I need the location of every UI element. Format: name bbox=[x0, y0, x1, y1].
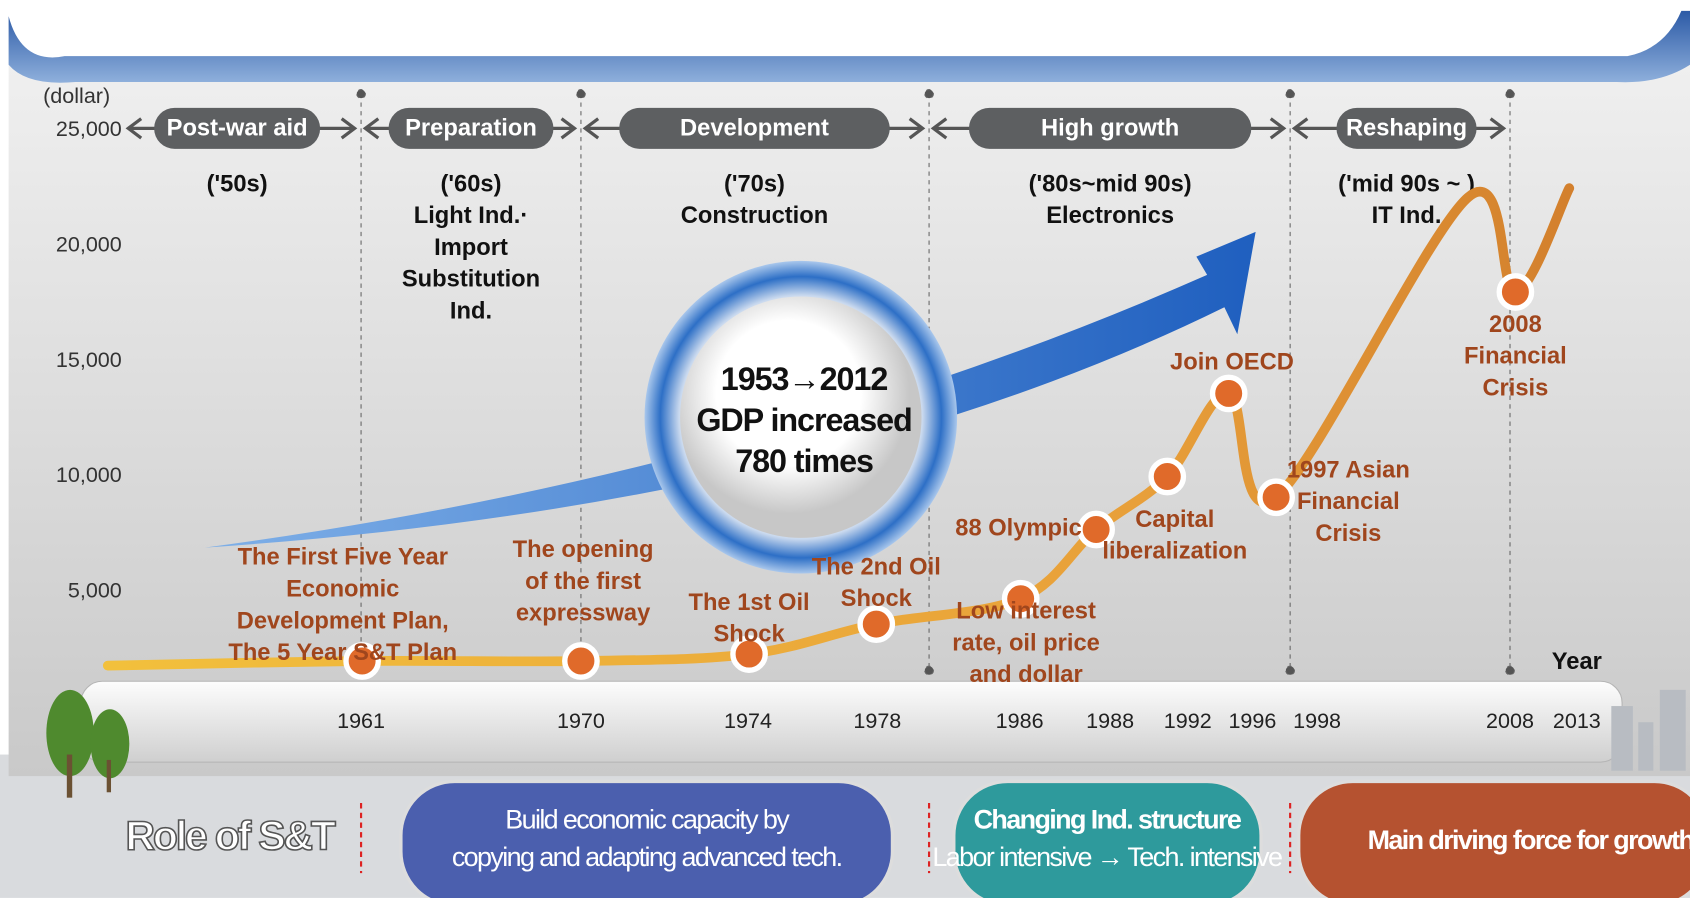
x-tick-label: 1992 bbox=[1164, 708, 1212, 733]
highlight-text: GDP increased bbox=[696, 402, 911, 438]
annotation: Join OECD bbox=[1170, 350, 1294, 376]
era-period: ('60s) bbox=[441, 172, 502, 198]
phase-label: Preparation bbox=[405, 116, 537, 142]
divider-dot bbox=[1285, 665, 1295, 676]
x-tick-label: 1978 bbox=[853, 708, 901, 733]
annotation: liberalization bbox=[1102, 539, 1247, 565]
era-period: ('70s) bbox=[724, 172, 785, 198]
annotation: Economic bbox=[286, 576, 399, 602]
annotation: Development Plan, bbox=[237, 608, 449, 634]
x-tick-label: 1970 bbox=[557, 708, 605, 733]
era-industry: Substitution bbox=[402, 267, 540, 293]
point-marker bbox=[1257, 478, 1295, 517]
era-period: ('80s~mid 90s) bbox=[1029, 172, 1192, 198]
annotation: 88 Olympic bbox=[955, 516, 1081, 542]
annotation: The opening bbox=[513, 537, 654, 563]
annotation: The 1st Oil bbox=[688, 590, 809, 616]
phase-label: Post-war aid bbox=[167, 116, 308, 142]
phase-pill bbox=[154, 107, 321, 149]
x-tick-label: 1998 bbox=[1293, 708, 1341, 733]
era-period: ('mid 90s ~ ) bbox=[1338, 172, 1475, 198]
role-text: Main driving force for growth bbox=[1368, 825, 1690, 855]
role-box bbox=[1297, 779, 1690, 898]
annotation: Crisis bbox=[1482, 375, 1548, 401]
annotation: 1997 Asian bbox=[1287, 457, 1410, 483]
divider-dot bbox=[924, 665, 934, 676]
role-box bbox=[399, 779, 895, 898]
phase-pill bbox=[968, 107, 1252, 149]
phase-label: Reshaping bbox=[1346, 116, 1467, 142]
role-text: Changing Ind. structure bbox=[974, 804, 1242, 834]
era-industry: Construction bbox=[681, 203, 828, 229]
annotation: Capital bbox=[1135, 507, 1214, 533]
annotation: The 5 Year S&T Plan bbox=[228, 640, 457, 666]
annotation: The 2nd Oil bbox=[812, 554, 941, 580]
role-text: copying and adapting advanced tech. bbox=[452, 842, 842, 872]
phase-pill bbox=[388, 107, 554, 149]
y-tick-label: 5,000 bbox=[68, 577, 122, 602]
x-axis-label: Year bbox=[1552, 649, 1602, 675]
phase-label: High growth bbox=[1041, 116, 1179, 142]
x-tick-label: 1961 bbox=[337, 708, 385, 733]
x-tick-label: 1974 bbox=[724, 708, 772, 733]
point-marker bbox=[730, 635, 768, 673]
phase-label: Development bbox=[680, 116, 829, 142]
x-tick-label: 1986 bbox=[996, 708, 1044, 733]
annotation: rate, oil price bbox=[952, 630, 1100, 656]
role-text: Build economic capacity by bbox=[505, 804, 790, 834]
point-marker bbox=[857, 605, 896, 643]
point-marker bbox=[343, 642, 382, 680]
annotation: Low interest bbox=[956, 599, 1096, 625]
y-axis-label: (dollar) bbox=[43, 83, 110, 108]
era-period: ('50s) bbox=[207, 172, 268, 198]
era-industry: IT Ind. bbox=[1372, 203, 1442, 229]
era-industry: Import bbox=[434, 235, 508, 261]
point-marker bbox=[562, 642, 600, 680]
highlight-text: 780 times bbox=[735, 443, 873, 479]
point-marker bbox=[1077, 510, 1115, 549]
era-industry: Ind. bbox=[450, 298, 492, 324]
role-title: Role of S&T bbox=[125, 812, 335, 858]
annotation: The First Five Year bbox=[238, 545, 448, 571]
y-tick-label: 10,000 bbox=[56, 462, 122, 487]
annotation: Shock bbox=[841, 586, 913, 612]
y-tick-label: 15,000 bbox=[56, 347, 122, 372]
x-tick-label: 1996 bbox=[1228, 708, 1276, 733]
era-industry: Light Ind.· bbox=[414, 203, 529, 229]
divider-dot bbox=[1285, 89, 1295, 99]
annotation: and dollar bbox=[969, 662, 1082, 688]
divider-dot bbox=[1505, 665, 1515, 676]
point-marker bbox=[1496, 273, 1535, 311]
annotation: expressway bbox=[516, 601, 651, 627]
era-industry: Electronics bbox=[1046, 203, 1174, 229]
y-tick-label: 20,000 bbox=[56, 232, 122, 257]
divider-dot bbox=[1505, 89, 1515, 99]
point-marker bbox=[1209, 374, 1248, 413]
annotation: 2008 bbox=[1489, 312, 1542, 338]
role-text: Labor intensive → Tech. intensive bbox=[932, 842, 1282, 872]
annotation: Financial bbox=[1297, 489, 1400, 515]
annotation: of the first bbox=[525, 569, 641, 595]
y-tick-label: 25,000 bbox=[56, 116, 122, 141]
role-box bbox=[952, 779, 1263, 898]
x-tick-label: 2008 bbox=[1486, 708, 1534, 733]
highlight-circle bbox=[644, 260, 958, 574]
phase-pill bbox=[1336, 107, 1477, 149]
divider-dot bbox=[924, 89, 934, 99]
highlight-text: 1953→2012 bbox=[721, 361, 888, 397]
point-marker bbox=[1001, 579, 1040, 618]
x-tick-label: 2013 bbox=[1553, 708, 1601, 733]
annotation: Shock bbox=[714, 622, 786, 648]
annotation: Financial bbox=[1464, 344, 1567, 370]
phase-pill bbox=[619, 107, 890, 149]
annotation: Crisis bbox=[1315, 521, 1381, 547]
x-tick-label: 1988 bbox=[1086, 708, 1134, 733]
divider-dot bbox=[356, 89, 366, 99]
point-marker bbox=[1148, 457, 1187, 496]
divider-dot bbox=[576, 89, 586, 99]
